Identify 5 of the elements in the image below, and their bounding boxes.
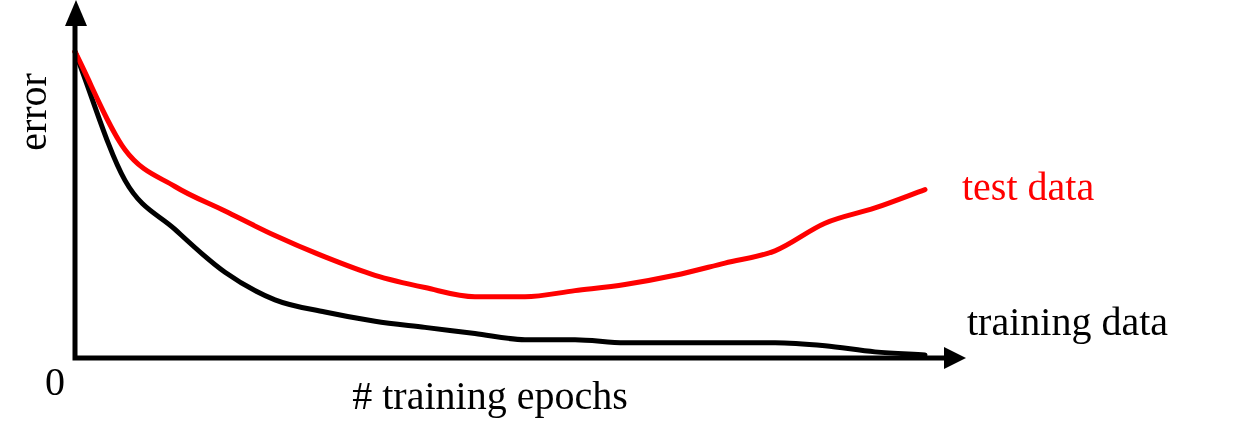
- text: 0: [45, 358, 65, 404]
- x-axis-title: # training epochs: [352, 372, 628, 418]
- series-label: training data: [967, 299, 1169, 345]
- series-label: test data: [962, 164, 1095, 210]
- y-axis-title: error: [9, 73, 55, 151]
